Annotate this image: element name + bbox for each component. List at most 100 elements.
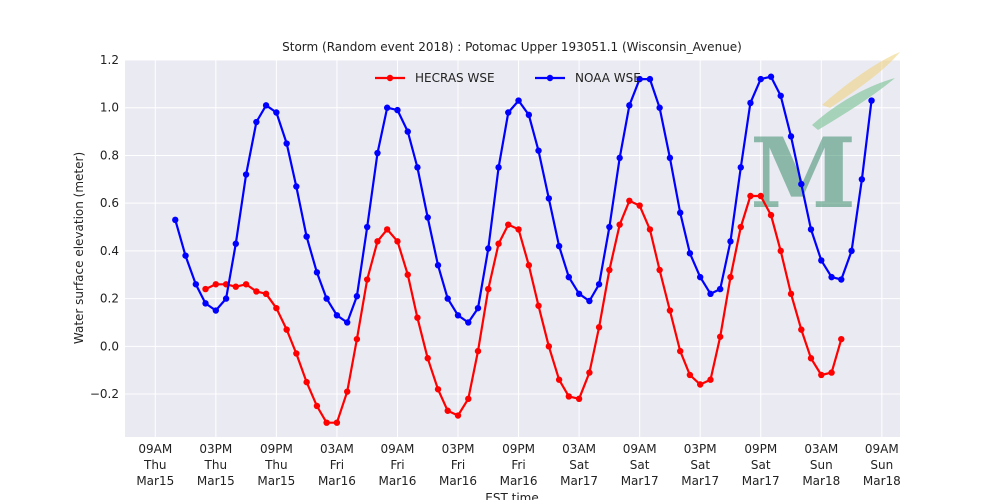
x-tick-label-line: Thu [143, 458, 167, 472]
x-tick-label-line: 03AM [804, 442, 838, 456]
data-point [374, 238, 381, 245]
data-point [313, 402, 321, 410]
data-point [595, 281, 603, 288]
data-point [444, 295, 451, 302]
data-point [344, 388, 351, 395]
x-tick-label-line: Mar18 [863, 474, 901, 488]
series-line [205, 194, 843, 424]
x-tick-label: 09AM Sat Mar17 [621, 442, 659, 488]
legend: HECRAS WSE NOAA WSE [375, 71, 641, 85]
data-point [787, 133, 795, 140]
data-point [525, 262, 533, 269]
data-point [838, 335, 845, 343]
data-point [495, 164, 502, 171]
data-point [414, 314, 421, 321]
x-tick-label-line: Mar17 [681, 474, 719, 488]
data-point [212, 307, 220, 314]
data-point [474, 347, 482, 355]
series-layer [172, 73, 875, 426]
logo-leaf-shape-2 [812, 78, 895, 130]
data-point [515, 226, 522, 233]
data-point [363, 223, 371, 231]
x-tick-label-line: Sat [751, 458, 771, 472]
x-tick-label-line: 03PM [442, 442, 475, 456]
x-tick-label-line: Sun [870, 458, 893, 472]
data-point [677, 347, 684, 355]
x-tick-label: 03PM Thu Mar15 [197, 442, 235, 488]
data-point [555, 376, 563, 383]
data-point [434, 386, 442, 393]
data-point [575, 395, 583, 403]
data-point [202, 285, 209, 293]
data-point [505, 109, 512, 116]
data-point [465, 395, 472, 403]
data-point [848, 247, 855, 255]
x-tick-label: 09AM Fri Mar16 [379, 442, 417, 488]
data-point [212, 281, 220, 288]
data-point [575, 290, 583, 298]
data-point [696, 381, 704, 388]
x-tick-label: 09AM Sun Mar18 [863, 442, 901, 488]
data-point [262, 290, 270, 298]
data-point [535, 302, 542, 309]
x-tick-label-line: Thu [264, 458, 288, 472]
data-point [273, 304, 280, 312]
data-point [828, 369, 835, 376]
data-point [767, 73, 775, 80]
data-point [353, 293, 361, 300]
x-tick-label-line: Sat [630, 458, 650, 472]
data-point [192, 281, 200, 288]
x-tick-label-line: Sat [569, 458, 589, 472]
data-point [515, 97, 522, 104]
data-point [636, 202, 643, 209]
data-point [666, 154, 674, 162]
data-point [656, 104, 663, 111]
data-point [293, 350, 300, 357]
data-point [232, 283, 240, 290]
data-point [202, 300, 209, 307]
x-tick-label-line: Mar16 [500, 474, 538, 488]
data-point [727, 273, 734, 281]
data-point [454, 312, 462, 319]
data-point [716, 333, 724, 340]
x-tick-label-line: Mar15 [197, 474, 235, 488]
data-point [253, 118, 260, 126]
x-tick-label: 03AM Fri Mar16 [318, 442, 356, 488]
data-point [616, 221, 623, 228]
legend-label: NOAA WSE [575, 71, 641, 85]
data-point [222, 295, 230, 302]
y-tick-label: 0.2 [100, 292, 119, 306]
data-point [424, 355, 431, 362]
data-point [696, 273, 704, 281]
data-point [707, 376, 714, 383]
data-point [303, 378, 310, 386]
data-point [798, 326, 805, 333]
data-point [394, 106, 401, 114]
data-point [828, 273, 835, 281]
x-tick-label-line: Fri [451, 458, 465, 472]
data-point [646, 75, 654, 83]
x-tick-label-line: 09AM [865, 442, 899, 456]
data-point [707, 290, 714, 298]
x-tick-label: 09AM Thu Mar15 [136, 442, 174, 488]
data-point [242, 281, 250, 288]
data-point [545, 195, 553, 202]
data-point [818, 371, 825, 379]
data-point [293, 183, 300, 190]
data-point [565, 273, 573, 281]
data-point [323, 419, 330, 426]
data-point [232, 240, 240, 247]
series-line [174, 75, 873, 324]
data-point [747, 99, 754, 107]
x-tick-label-line: 09AM [623, 442, 657, 456]
data-point [807, 355, 815, 362]
x-tick-label-line: Mar18 [802, 474, 840, 488]
data-point [495, 240, 502, 247]
x-tick-label-line: Mar16 [318, 474, 356, 488]
x-tick-label-line: Sun [810, 458, 833, 472]
x-tick-label-line: Thu [204, 458, 228, 472]
x-axis-label: EST time [485, 491, 538, 500]
data-point [303, 233, 310, 240]
data-point [737, 223, 744, 231]
